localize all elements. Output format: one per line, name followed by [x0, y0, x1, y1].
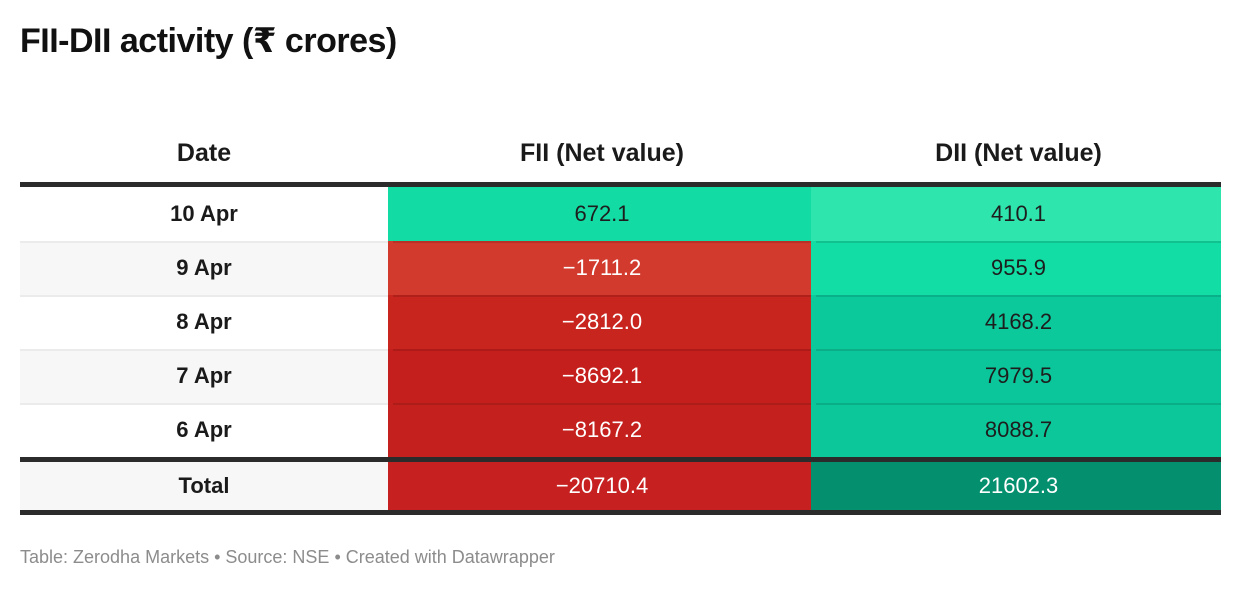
dii-value-cell: 8088.7 — [811, 403, 1221, 458]
dii-total-cell: 21602.3 — [811, 462, 1221, 511]
table-row: 9 Apr −1711.2 955.9 — [20, 241, 1221, 296]
table-header-row: Date FII (Net value) DII (Net value) — [20, 125, 1221, 182]
dii-value-cell: 4168.2 — [811, 295, 1221, 350]
fii-total-cell: −20710.4 — [388, 462, 811, 511]
table-row: 7 Apr −8692.1 7979.5 — [20, 349, 1221, 404]
date-cell: 6 Apr — [20, 403, 388, 458]
column-header-dii: DII (Net value) — [935, 139, 1102, 168]
fii-value-cell: −1711.2 — [388, 241, 811, 296]
total-label-cell: Total — [20, 462, 388, 511]
fii-value-cell: −8692.1 — [388, 349, 811, 404]
total-bottom-divider — [20, 510, 1221, 516]
total-row: Total −20710.4 21602.3 — [20, 462, 1221, 511]
footer-attribution: Table: Zerodha Markets • Source: NSE • C… — [20, 547, 555, 568]
datawrapper-table-page: FII-DII activity (₹ crores) Date FII (Ne… — [20, 22, 1221, 568]
dii-value-cell: 955.9 — [811, 241, 1221, 296]
column-header-fii: FII (Net value) — [520, 139, 684, 168]
table-row: 10 Apr 672.1 410.1 — [20, 187, 1221, 242]
total-top-divider — [20, 457, 1221, 463]
table-row: 8 Apr −2812.0 4168.2 — [20, 295, 1221, 350]
fii-value-cell: 672.1 — [388, 187, 811, 242]
dii-value-cell: 7979.5 — [811, 349, 1221, 404]
date-cell: 7 Apr — [20, 349, 388, 404]
table-row: 6 Apr −8167.2 8088.7 — [20, 403, 1221, 458]
page-title: FII-DII activity (₹ crores) — [20, 22, 397, 60]
date-cell: 10 Apr — [20, 187, 388, 242]
date-cell: 8 Apr — [20, 295, 388, 350]
fii-dii-table: Date FII (Net value) DII (Net value) 10 … — [20, 125, 1221, 516]
dii-value-cell: 410.1 — [811, 187, 1221, 242]
date-cell: 9 Apr — [20, 241, 388, 296]
fii-value-cell: −8167.2 — [388, 403, 811, 458]
column-header-date: Date — [176, 139, 232, 168]
header-divider — [20, 182, 1221, 188]
fii-value-cell: −2812.0 — [388, 295, 811, 350]
